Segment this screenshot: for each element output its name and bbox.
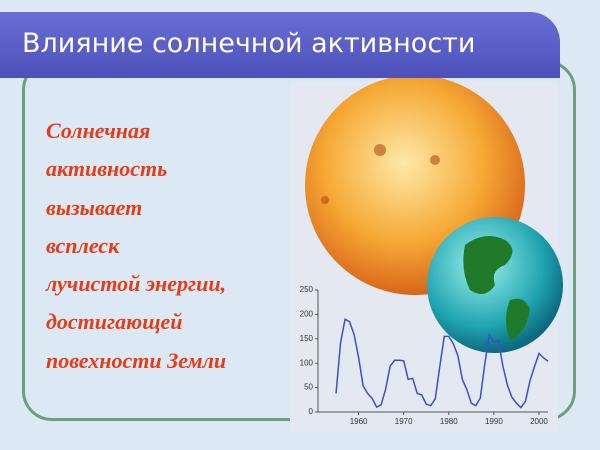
- y-tick-label: 100: [300, 358, 314, 367]
- x-tick-label: 1990: [485, 417, 503, 426]
- y-tick-label: 50: [304, 383, 313, 392]
- body-line: вызывает: [46, 194, 143, 220]
- body-line: всплеск: [46, 232, 120, 258]
- y-tick-label: 200: [300, 310, 314, 319]
- sunspot-chart: 0 50 100 150 200 250 1960 1970 1980 1990 2000: [300, 285, 549, 426]
- sunspot-line: [335, 318, 549, 409]
- body-text: Солнечная активность вызывает всплеск лучист…: [46, 112, 226, 380]
- sunspot: [374, 144, 386, 156]
- sunspot: [321, 196, 329, 204]
- body-line: повехности Земли: [46, 347, 227, 373]
- y-tick-label: 0: [309, 407, 314, 416]
- body-line: активность: [46, 156, 168, 182]
- x-tick-label: 1960: [350, 417, 368, 426]
- y-tick-label: 250: [300, 285, 314, 294]
- slide-title: Влияние солнечной активности: [22, 28, 476, 59]
- body-line: Солнечная: [46, 118, 151, 143]
- x-tick-label: 1980: [440, 417, 458, 426]
- body-line: достигающей: [46, 309, 183, 335]
- x-tick-label: 2000: [530, 417, 548, 426]
- continent: [463, 236, 513, 294]
- title-bar: [0, 12, 560, 78]
- body-line: лучистой энергии,: [46, 271, 227, 297]
- continent: [506, 298, 530, 340]
- y-tick-label: 150: [300, 334, 314, 343]
- x-tick-label: 1970: [395, 417, 413, 426]
- sunspot: [430, 155, 440, 165]
